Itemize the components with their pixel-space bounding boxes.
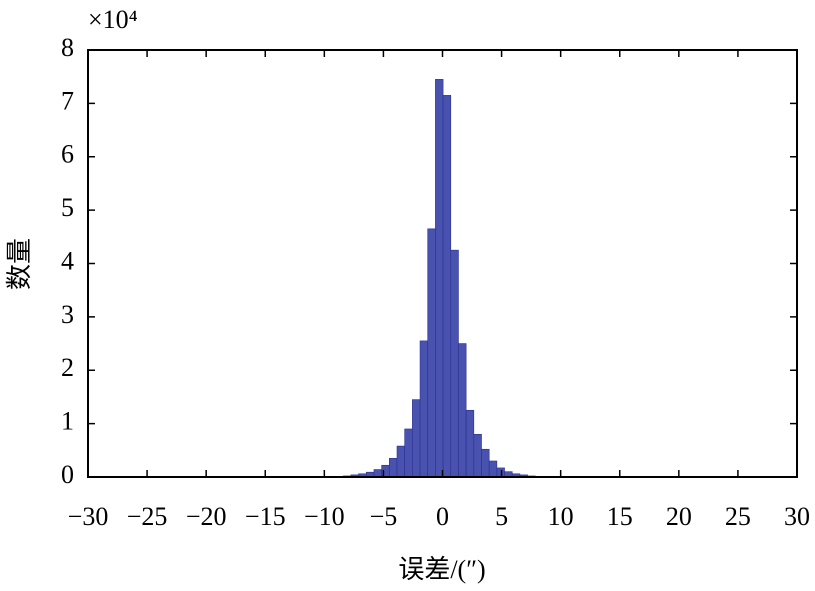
bar [481, 448, 490, 478]
x-tick-label: 0 [436, 502, 449, 531]
y-tick-label: 1 [61, 407, 74, 436]
x-tick-label: 15 [607, 502, 633, 531]
x-tick-label: −25 [127, 502, 168, 531]
x-tick-label: −15 [245, 502, 286, 531]
x-tick-label: 30 [784, 502, 810, 531]
y-tick-label: 0 [61, 460, 74, 489]
bar [419, 340, 429, 478]
x-tick-label: −10 [304, 502, 345, 531]
y-tick-label: 8 [61, 33, 74, 62]
bar [389, 458, 398, 478]
bar [435, 79, 444, 478]
x-tick-label: −5 [370, 502, 398, 531]
y-multiplier: ×10⁴ [88, 5, 138, 34]
x-tick-label: 5 [495, 502, 508, 531]
bar [496, 467, 505, 478]
x-tick-label: −20 [186, 502, 227, 531]
y-axis-label: 数量 [5, 238, 34, 290]
bar [458, 343, 467, 478]
y-tick-label: 7 [61, 86, 74, 115]
bar [442, 95, 452, 478]
bar [404, 428, 413, 478]
x-tick-label: 10 [548, 502, 574, 531]
y-tick-label: 6 [61, 140, 74, 169]
y-tick-label: 2 [61, 353, 74, 382]
bar [412, 399, 421, 478]
x-tick-label: 25 [725, 502, 751, 531]
x-axis-label: 误差/(″) [398, 555, 485, 584]
x-tick-label: −30 [68, 502, 109, 531]
bar [488, 460, 498, 478]
plot-frame [87, 49, 798, 478]
bar [473, 433, 482, 478]
bar [450, 249, 459, 478]
x-tick-label: 20 [666, 502, 692, 531]
y-tick-label: 3 [61, 300, 74, 329]
y-tick-label: 5 [61, 193, 74, 222]
bar [373, 469, 382, 478]
bar [427, 228, 436, 478]
bar [465, 409, 475, 478]
bar [396, 445, 405, 478]
y-tick-label: 4 [61, 246, 74, 275]
